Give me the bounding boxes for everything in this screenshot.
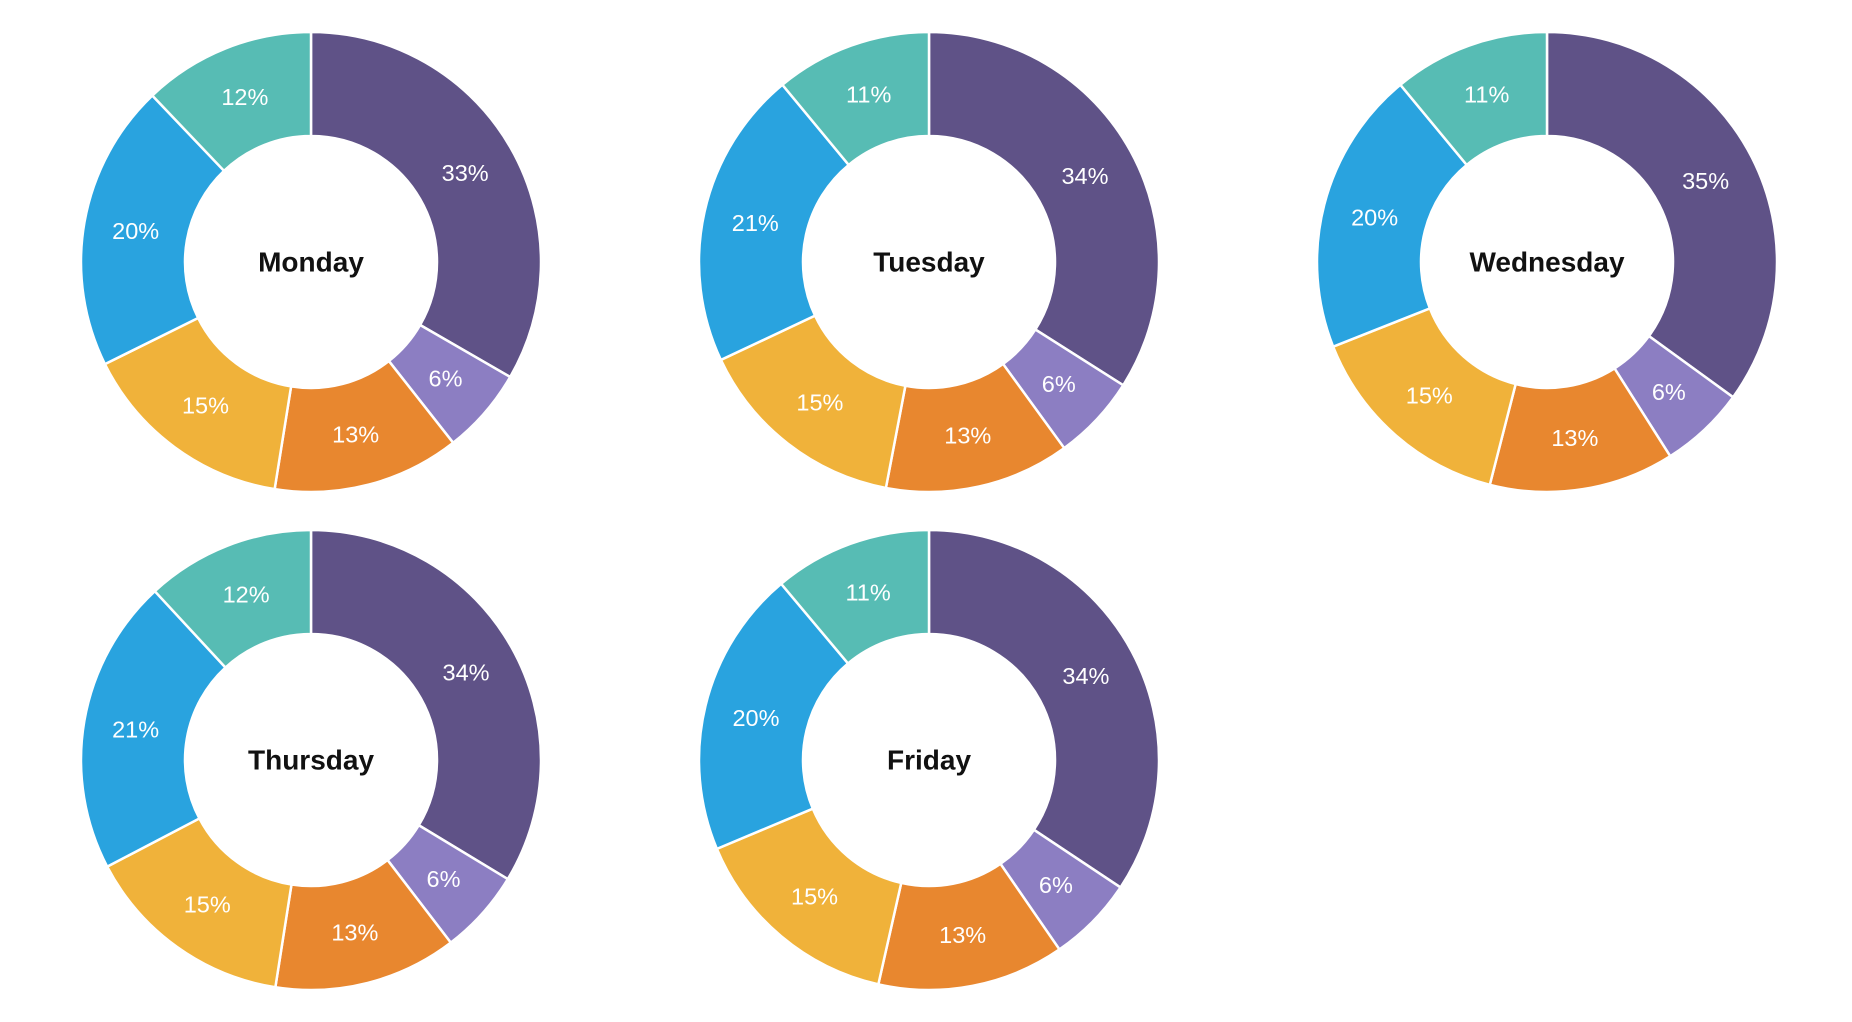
pie-segment-friday-blue bbox=[699, 582, 850, 851]
percent-label-monday-orange: 13% bbox=[332, 421, 379, 447]
pie-segment-monday-blue bbox=[81, 93, 226, 366]
percent-label-tuesday-blue: 21% bbox=[732, 210, 779, 236]
chart-title-wednesday: Wednesday bbox=[1469, 247, 1625, 278]
percent-label-wednesday-light-purple: 6% bbox=[1652, 379, 1686, 405]
percent-label-thursday-light-purple: 6% bbox=[427, 866, 461, 892]
percent-label-tuesday-light-purple: 6% bbox=[1042, 371, 1076, 397]
pie-segment-friday-teal bbox=[779, 530, 931, 666]
pie-segment-wednesday-purple bbox=[1545, 32, 1777, 399]
percent-label-monday-blue: 20% bbox=[112, 218, 159, 244]
pie-segment-tuesday-amber bbox=[719, 313, 907, 490]
percent-label-tuesday-orange: 13% bbox=[944, 423, 991, 449]
chart-title-thursday: Thursday bbox=[248, 745, 374, 776]
percent-label-monday-purple: 33% bbox=[442, 160, 489, 186]
pie-segment-monday-purple bbox=[309, 32, 541, 379]
percent-label-thursday-teal: 12% bbox=[223, 581, 270, 607]
pie-segment-tuesday-blue bbox=[699, 83, 851, 362]
pie-segment-tuesday-purple bbox=[927, 32, 1159, 387]
percent-label-wednesday-teal: 11% bbox=[1464, 82, 1509, 108]
percent-label-friday-light-purple: 6% bbox=[1039, 872, 1073, 898]
percent-label-wednesday-purple: 35% bbox=[1682, 168, 1729, 194]
percent-label-wednesday-amber: 15% bbox=[1406, 383, 1453, 409]
donut-chart-tuesday: 34% 6% 13% 15% 21% 11% Tuesday bbox=[699, 32, 1159, 492]
donut-chart-friday: 34% 6% 13% 15% 20% 11% Friday bbox=[699, 530, 1159, 990]
donut-svg-wednesday: 35% 6% 13% 15% 20% 11% Wednesday bbox=[1317, 32, 1777, 492]
pie-segment-wednesday-teal bbox=[1398, 32, 1549, 167]
percent-label-thursday-orange: 13% bbox=[331, 920, 378, 946]
pie-segment-thursday-purple bbox=[309, 530, 541, 881]
pie-segment-thursday-teal bbox=[153, 530, 313, 670]
chart-title-friday: Friday bbox=[887, 745, 971, 776]
pie-segment-wednesday-amber bbox=[1331, 306, 1518, 487]
chart-title-monday: Monday bbox=[258, 247, 364, 278]
donut-chart-thursday: 34% 6% 13% 15% 21% 12% Thursday bbox=[81, 530, 541, 990]
pie-segment-tuesday-teal bbox=[780, 32, 931, 167]
percent-label-tuesday-amber: 15% bbox=[796, 390, 843, 416]
percent-label-wednesday-orange: 13% bbox=[1551, 425, 1598, 451]
donut-chart-monday: 33% 6% 13% 15% 20% 12% Monday bbox=[81, 32, 541, 492]
percent-label-thursday-blue: 21% bbox=[112, 717, 159, 743]
percent-label-monday-light-purple: 6% bbox=[429, 366, 463, 392]
chart-title-tuesday: Tuesday bbox=[873, 247, 985, 278]
pie-segment-wednesday-blue bbox=[1317, 83, 1469, 349]
pie-segment-thursday-blue bbox=[81, 589, 228, 869]
donut-chart-wednesday: 35% 6% 13% 15% 20% 11% Wednesday bbox=[1317, 32, 1777, 492]
pie-segment-monday-teal bbox=[150, 32, 313, 173]
pie-segment-friday-purple bbox=[927, 530, 1159, 890]
donut-svg-tuesday: 34% 6% 13% 15% 21% 11% Tuesday bbox=[699, 32, 1159, 492]
percent-label-monday-teal: 12% bbox=[221, 84, 268, 110]
pie-segment-friday-amber bbox=[715, 807, 903, 986]
percent-label-friday-teal: 11% bbox=[845, 580, 890, 606]
percent-label-tuesday-purple: 34% bbox=[1061, 163, 1108, 189]
percent-label-thursday-amber: 15% bbox=[184, 892, 231, 918]
percent-label-friday-orange: 13% bbox=[939, 922, 986, 948]
percent-label-tuesday-teal: 11% bbox=[846, 82, 891, 108]
percent-label-monday-amber: 15% bbox=[182, 392, 229, 418]
percent-label-wednesday-blue: 20% bbox=[1351, 205, 1398, 231]
percent-label-friday-blue: 20% bbox=[732, 705, 779, 731]
donut-svg-monday: 33% 6% 13% 15% 20% 12% Monday bbox=[81, 32, 541, 492]
donut-svg-friday: 34% 6% 13% 15% 20% 11% Friday bbox=[699, 530, 1159, 990]
pie-segment-monday-amber bbox=[103, 316, 293, 491]
donut-svg-thursday: 34% 6% 13% 15% 21% 12% Thursday bbox=[81, 530, 541, 990]
percent-label-thursday-purple: 34% bbox=[443, 660, 490, 686]
percent-label-friday-amber: 15% bbox=[791, 883, 838, 909]
percent-label-friday-purple: 34% bbox=[1062, 663, 1109, 689]
